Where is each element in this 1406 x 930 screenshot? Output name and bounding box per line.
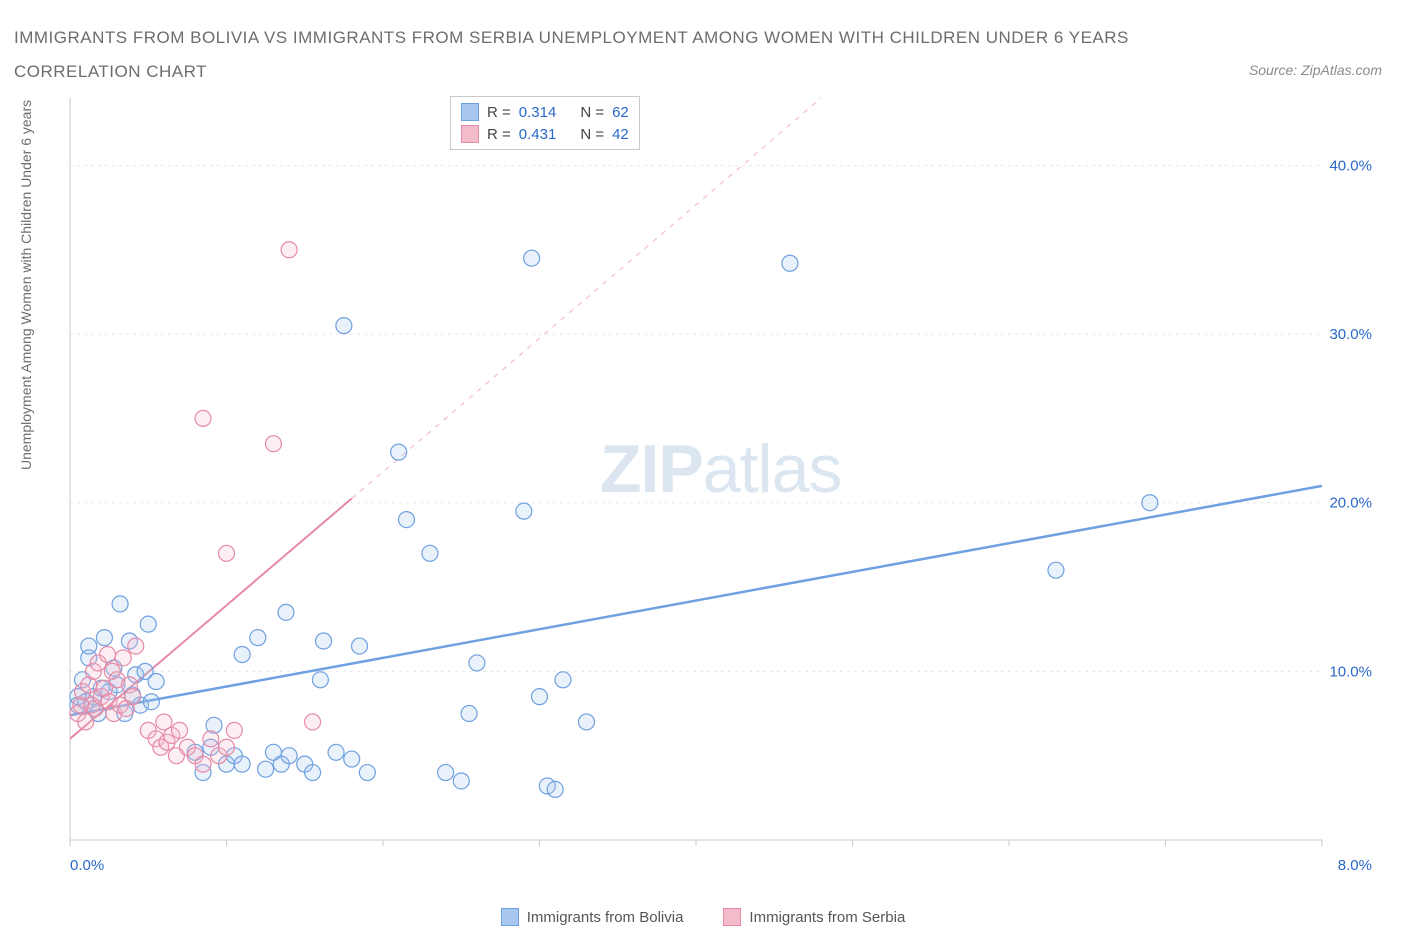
data-point	[115, 650, 131, 666]
data-point	[328, 744, 344, 760]
legend-swatch	[723, 908, 741, 926]
data-point	[234, 647, 250, 663]
data-point	[438, 765, 454, 781]
data-point	[359, 765, 375, 781]
n-label: N =	[580, 126, 604, 143]
data-point	[555, 672, 571, 688]
data-point	[78, 714, 94, 730]
data-point	[250, 630, 266, 646]
trend-line-dashed	[352, 98, 822, 499]
y-tick-label: 10.0%	[1329, 663, 1372, 680]
data-point	[352, 638, 368, 654]
legend-item: Immigrants from Serbia	[723, 908, 905, 926]
x-tick-label: 0.0%	[70, 857, 104, 874]
data-point	[112, 596, 128, 612]
data-point	[281, 748, 297, 764]
data-point	[344, 751, 360, 767]
trend-line	[70, 486, 1322, 715]
legend-label: Immigrants from Bolivia	[527, 909, 684, 926]
r-label: R =	[487, 126, 511, 143]
data-point	[1142, 495, 1158, 511]
r-value: 0.314	[519, 104, 557, 121]
data-point	[140, 616, 156, 632]
chart-title-line1: IMMIGRANTS FROM BOLIVIA VS IMMIGRANTS FR…	[14, 28, 1129, 48]
data-point	[516, 503, 532, 519]
data-point	[524, 250, 540, 266]
data-point	[128, 638, 144, 654]
data-point	[398, 512, 414, 528]
data-point	[219, 545, 235, 561]
data-point	[422, 545, 438, 561]
y-tick-label: 30.0%	[1329, 326, 1372, 343]
data-point	[336, 318, 352, 334]
stats-row: R = 0.314 N = 62	[461, 101, 629, 123]
data-point	[578, 714, 594, 730]
correlation-scatter-chart: 10.0% 20.0% 30.0% 40.0% 0.0% 8.0%	[60, 90, 1380, 890]
n-label: N =	[580, 104, 604, 121]
data-point	[469, 655, 485, 671]
data-point	[226, 722, 242, 738]
r-value: 0.431	[519, 126, 557, 143]
series-legend: Immigrants from Bolivia Immigrants from …	[0, 908, 1406, 926]
data-point	[391, 444, 407, 460]
data-point	[258, 761, 274, 777]
data-point	[148, 673, 164, 689]
data-point	[453, 773, 469, 789]
legend-swatch	[501, 908, 519, 926]
data-point	[316, 633, 332, 649]
data-point	[172, 722, 188, 738]
y-tick-label: 40.0%	[1329, 157, 1372, 174]
data-point	[100, 647, 116, 663]
data-point	[281, 242, 297, 258]
data-point	[312, 672, 328, 688]
data-point	[547, 781, 563, 797]
data-point	[532, 689, 548, 705]
data-point	[81, 638, 97, 654]
data-point	[782, 255, 798, 271]
data-point	[219, 739, 235, 755]
data-point	[278, 604, 294, 620]
data-point	[143, 694, 159, 710]
data-point	[305, 765, 321, 781]
stats-row: R = 0.431 N = 42	[461, 123, 629, 145]
legend-item: Immigrants from Bolivia	[501, 908, 684, 926]
data-point	[195, 410, 211, 426]
data-point	[125, 689, 141, 705]
data-point	[203, 731, 219, 747]
y-axis-label: Unemployment Among Women with Children U…	[18, 100, 34, 470]
y-tick-label: 20.0%	[1329, 495, 1372, 512]
data-point	[265, 436, 281, 452]
legend-label: Immigrants from Serbia	[749, 909, 905, 926]
data-point	[461, 706, 477, 722]
data-point	[234, 756, 250, 772]
x-tick-label: 8.0%	[1338, 857, 1372, 874]
data-point	[1048, 562, 1064, 578]
chart-title-line2: CORRELATION CHART	[14, 62, 207, 82]
n-value: 62	[612, 104, 629, 121]
stats-legend-box: R = 0.314 N = 62 R = 0.431 N = 42	[450, 96, 640, 150]
legend-swatch	[461, 125, 479, 143]
data-point	[195, 756, 211, 772]
data-point	[96, 630, 112, 646]
source-attribution: Source: ZipAtlas.com	[1249, 62, 1382, 78]
n-value: 42	[612, 126, 629, 143]
legend-swatch	[461, 103, 479, 121]
data-point	[305, 714, 321, 730]
r-label: R =	[487, 104, 511, 121]
